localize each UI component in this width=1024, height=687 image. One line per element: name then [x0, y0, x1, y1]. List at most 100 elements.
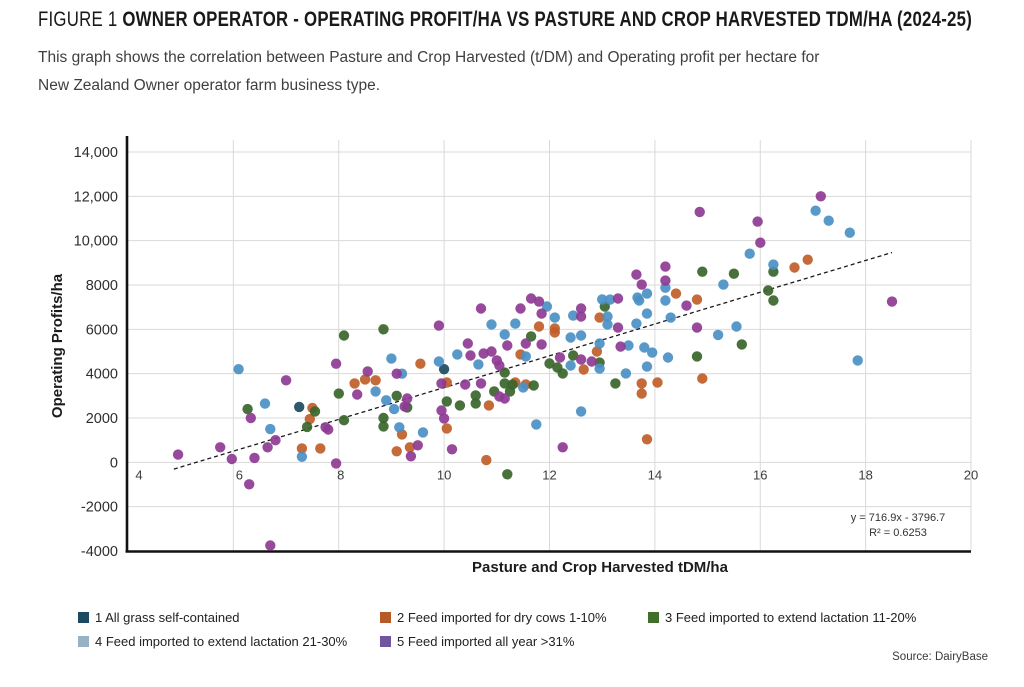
legend-swatch-icon — [78, 636, 89, 647]
data-point — [662, 352, 674, 363]
data-point — [641, 288, 653, 299]
data-point — [660, 261, 671, 272]
data-point — [549, 323, 560, 334]
data-point — [507, 379, 518, 390]
data-point — [475, 378, 487, 389]
x-tick-label: 12 — [542, 467, 556, 482]
source-attribution: Source: DairyBase — [892, 651, 988, 663]
data-point — [544, 358, 555, 369]
data-point — [575, 311, 587, 322]
data-point — [454, 400, 466, 411]
data-point — [486, 319, 497, 330]
figure-title: FIGURE 1 OWNER OPERATOR - OPERATING PROF… — [38, 8, 972, 32]
data-point — [381, 395, 392, 406]
data-point — [359, 374, 371, 385]
data-point — [245, 412, 256, 424]
figure-description-line1: This graph shows the correlation between… — [38, 49, 820, 66]
data-point — [499, 378, 510, 389]
data-point — [691, 294, 703, 305]
data-point — [388, 403, 400, 415]
data-point — [594, 312, 605, 323]
data-point — [265, 540, 276, 551]
data-point — [478, 348, 489, 359]
data-point — [755, 237, 766, 248]
data-point — [549, 312, 560, 323]
data-point — [481, 454, 492, 466]
figure-description: This graph shows the correlation between… — [38, 44, 819, 100]
data-point — [691, 351, 703, 362]
data-point — [744, 248, 755, 259]
y-tick-label: 12,000 — [74, 189, 118, 205]
x-tick-label: 16 — [753, 467, 767, 482]
data-point — [520, 351, 531, 362]
data-point — [536, 339, 547, 350]
data-point — [763, 285, 774, 296]
legend-item: 5 Feed imported all year >31% — [380, 634, 574, 649]
data-point — [736, 339, 747, 350]
data-point — [415, 358, 426, 369]
data-point — [172, 449, 184, 460]
data-point — [441, 423, 452, 434]
data-point — [391, 446, 402, 457]
figure-description-line2: New Zealand Owner operator farm business… — [38, 77, 381, 94]
trendline-equation: y = 716.9x - 3796.7 R² = 0.6253 — [830, 511, 966, 541]
data-point — [465, 350, 476, 361]
data-point — [525, 293, 537, 304]
data-point — [594, 363, 605, 374]
data-point — [370, 386, 381, 397]
data-point — [315, 443, 326, 454]
data-point — [520, 338, 531, 349]
data-point — [502, 469, 513, 480]
data-point — [452, 349, 463, 360]
x-tick-label: 14 — [648, 467, 662, 482]
data-point — [486, 346, 497, 357]
data-point — [665, 312, 676, 323]
data-point — [554, 352, 566, 363]
data-point — [670, 288, 682, 299]
data-point — [349, 378, 360, 389]
legend-label: 2 Feed imported for dry cows 1-10% — [397, 610, 607, 625]
y-tick-label: -4000 — [81, 544, 118, 560]
data-point — [531, 419, 542, 430]
data-point — [462, 338, 473, 349]
data-point — [852, 355, 863, 366]
data-point — [460, 379, 471, 390]
data-point — [844, 227, 855, 238]
data-point — [660, 295, 671, 306]
figure-title-text: OWNER OPERATOR - OPERATING PROFIT/HA VS … — [122, 8, 973, 31]
data-point — [886, 296, 898, 307]
data-point — [591, 346, 603, 357]
data-point — [815, 191, 826, 202]
data-point — [323, 424, 334, 435]
data-point — [712, 329, 724, 341]
data-point — [412, 440, 423, 451]
data-point — [446, 444, 458, 455]
legend-label: 1 All grass self-contained — [95, 610, 240, 625]
data-point — [541, 301, 553, 312]
legend-label: 3 Feed imported to extend lactation 11-2… — [665, 610, 917, 625]
data-point — [575, 330, 587, 341]
data-point — [768, 259, 779, 270]
data-point — [370, 375, 381, 386]
legend-swatch-icon — [380, 636, 391, 647]
x-tick-label: 20 — [964, 467, 978, 482]
x-tick-label: 4 — [135, 467, 142, 482]
data-point — [483, 400, 495, 411]
data-point — [660, 275, 671, 286]
data-point — [810, 205, 821, 216]
data-point — [575, 406, 587, 417]
legend-swatch-icon — [380, 612, 391, 623]
data-point — [475, 303, 487, 314]
data-point — [636, 378, 647, 389]
data-point — [718, 279, 729, 290]
data-point — [499, 329, 510, 340]
data-point — [391, 368, 402, 379]
data-point — [438, 364, 450, 375]
data-point — [378, 421, 389, 432]
data-point — [533, 296, 545, 307]
data-point — [473, 359, 484, 370]
data-point — [378, 412, 389, 424]
data-point — [557, 368, 568, 379]
data-point — [338, 415, 350, 426]
data-point — [309, 406, 321, 417]
